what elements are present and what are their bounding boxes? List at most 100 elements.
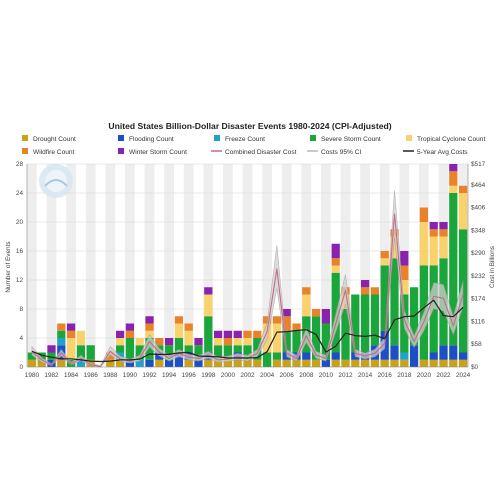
legend-label-tropical-cyclone-count: Tropical Cyclone Count [417,136,485,143]
bar-tropical-cyclone-count-2021 [430,237,438,266]
bar-winter-storm-count-2018 [400,251,408,266]
legend: Drought Count Flooding Count Freeze Count S… [22,135,485,156]
x-tick: 1984 [64,372,79,379]
legend-swatch-tropical-cyclone-count [406,135,412,141]
x-tick: 1994 [162,372,177,379]
bar-tropical-cyclone-count-1996 [185,331,193,346]
year-column-band [27,164,37,367]
bar-wildfire-count-2024 [459,186,467,193]
bar-wildfire-count-2008 [302,287,310,294]
bar-drought-count-1980 [28,360,36,367]
bar-severe-storm-count-1989 [116,345,124,352]
x-tick: 1998 [201,372,216,379]
y-axis-left-label: Number of Events [5,241,12,292]
bar-tropical-cyclone-count-2016 [381,258,389,265]
bar-winter-storm-count-2001 [234,331,242,338]
bar-drought-count-2008 [302,360,310,367]
legend-label-winter-storm-count: Winter Storm Count [129,149,187,156]
bar-wildfire-count-2022 [439,229,447,236]
year-column-band [86,164,96,367]
bar-wildfire-count-2009 [312,309,320,316]
bar-flooding-count-2024 [459,353,467,360]
bar-drought-count-2023 [449,360,457,367]
bar-tropical-cyclone-count-2023 [449,186,457,193]
bar-wildfire-count-2002 [243,331,251,338]
x-tick: 2010 [319,372,334,379]
y-tick-left: 28 [16,161,24,168]
bar-severe-storm-count-2001 [234,345,242,352]
bar-tropical-cyclone-count-1989 [116,338,124,345]
x-tick: 2014 [358,372,373,379]
bar-drought-count-2011 [332,360,340,367]
bar-severe-storm-count-2013 [351,295,359,353]
bar-drought-count-2009 [312,360,320,367]
bar-winter-storm-count-1998 [204,287,212,294]
bar-tropical-cyclone-count-1985 [77,331,85,346]
bar-severe-storm-count-2005 [273,353,281,360]
legend-label-freeze-count: Freeze Count [225,136,265,143]
bar-drought-count-2013 [351,360,359,367]
bar-tropical-cyclone-count-2022 [439,237,447,259]
x-tick: 2018 [397,372,412,379]
bar-wildfire-count-1992 [145,324,153,331]
bar-winter-storm-count-2010 [322,309,330,324]
bar-drought-count-1998 [204,360,212,367]
x-tick: 1990 [123,372,138,379]
y-tick-left: 20 [16,219,24,226]
bar-wildfire-count-2020 [420,208,428,223]
bar-winter-storm-count-1984 [67,324,75,331]
x-tick: 2016 [378,372,393,379]
bar-severe-storm-count-1990 [126,338,134,360]
bar-winter-storm-count-2014 [361,280,369,287]
y-tick-right: $116 [471,318,485,325]
y-tick-right: $406 [471,205,486,212]
year-column-band [164,164,174,367]
x-tick: 1996 [182,372,197,379]
x-tick: 2000 [221,372,236,379]
bar-flooding-count-2017 [390,345,398,360]
bar-tropical-cyclone-count-2002 [243,338,251,345]
bar-flooding-count-2022 [439,345,447,360]
bar-drought-count-2003 [253,360,261,367]
year-column-band [105,164,115,367]
bar-severe-storm-count-1996 [185,345,193,352]
x-tick: 2020 [417,372,432,379]
bar-tropical-cyclone-count-2020 [420,222,428,266]
y-tick-left: 24 [16,190,24,197]
legend-label-5-year-avg-costs: 5-Year Avg Costs [417,149,468,156]
y-tick-left: 8 [19,306,23,313]
bar-drought-count-1996 [185,360,193,367]
bar-severe-storm-count-2004 [263,353,271,368]
bar-drought-count-2022 [439,360,447,367]
bar-wildfire-count-2003 [253,331,261,338]
bar-drought-count-1983 [57,360,65,367]
y-axis-right-label: Cost in Billions [489,246,496,288]
bar-wildfire-count-2023 [449,171,457,186]
bar-flooding-count-2008 [302,353,310,360]
bar-drought-count-2001 [234,360,242,367]
y-tick-right: $348 [471,227,486,234]
bar-winter-storm-count-1992 [145,316,153,323]
bar-winter-storm-count-1990 [126,324,134,331]
bar-wildfire-count-2007 [292,324,300,331]
legend-swatch-freeze-count [214,135,220,141]
bar-drought-count-2024 [459,360,467,367]
bar-drought-count-2021 [430,360,438,367]
legend-label-combined-disaster-cost: Combined Disaster Cost [225,149,297,156]
bar-flooding-count-2019 [410,345,418,367]
bar-winter-storm-count-1982 [47,345,55,352]
bar-winter-storm-count-2006 [283,309,291,316]
bar-wildfire-count-2011 [332,258,340,265]
y-tick-right: $0 [471,364,479,371]
bar-wildfire-count-2000 [224,338,232,345]
bar-winter-storm-count-2021 [430,222,438,229]
bar-tropical-cyclone-count-2011 [332,266,340,273]
x-tick: 1980 [25,372,40,379]
bar-winter-storm-count-1994 [165,338,173,345]
bar-tropical-cyclone-count-2024 [459,193,467,229]
x-tick: 2022 [436,372,451,379]
legend-label-flooding-count: Flooding Count [129,136,174,143]
x-tick: 1988 [103,372,118,379]
bar-winter-storm-count-1999 [214,331,222,338]
